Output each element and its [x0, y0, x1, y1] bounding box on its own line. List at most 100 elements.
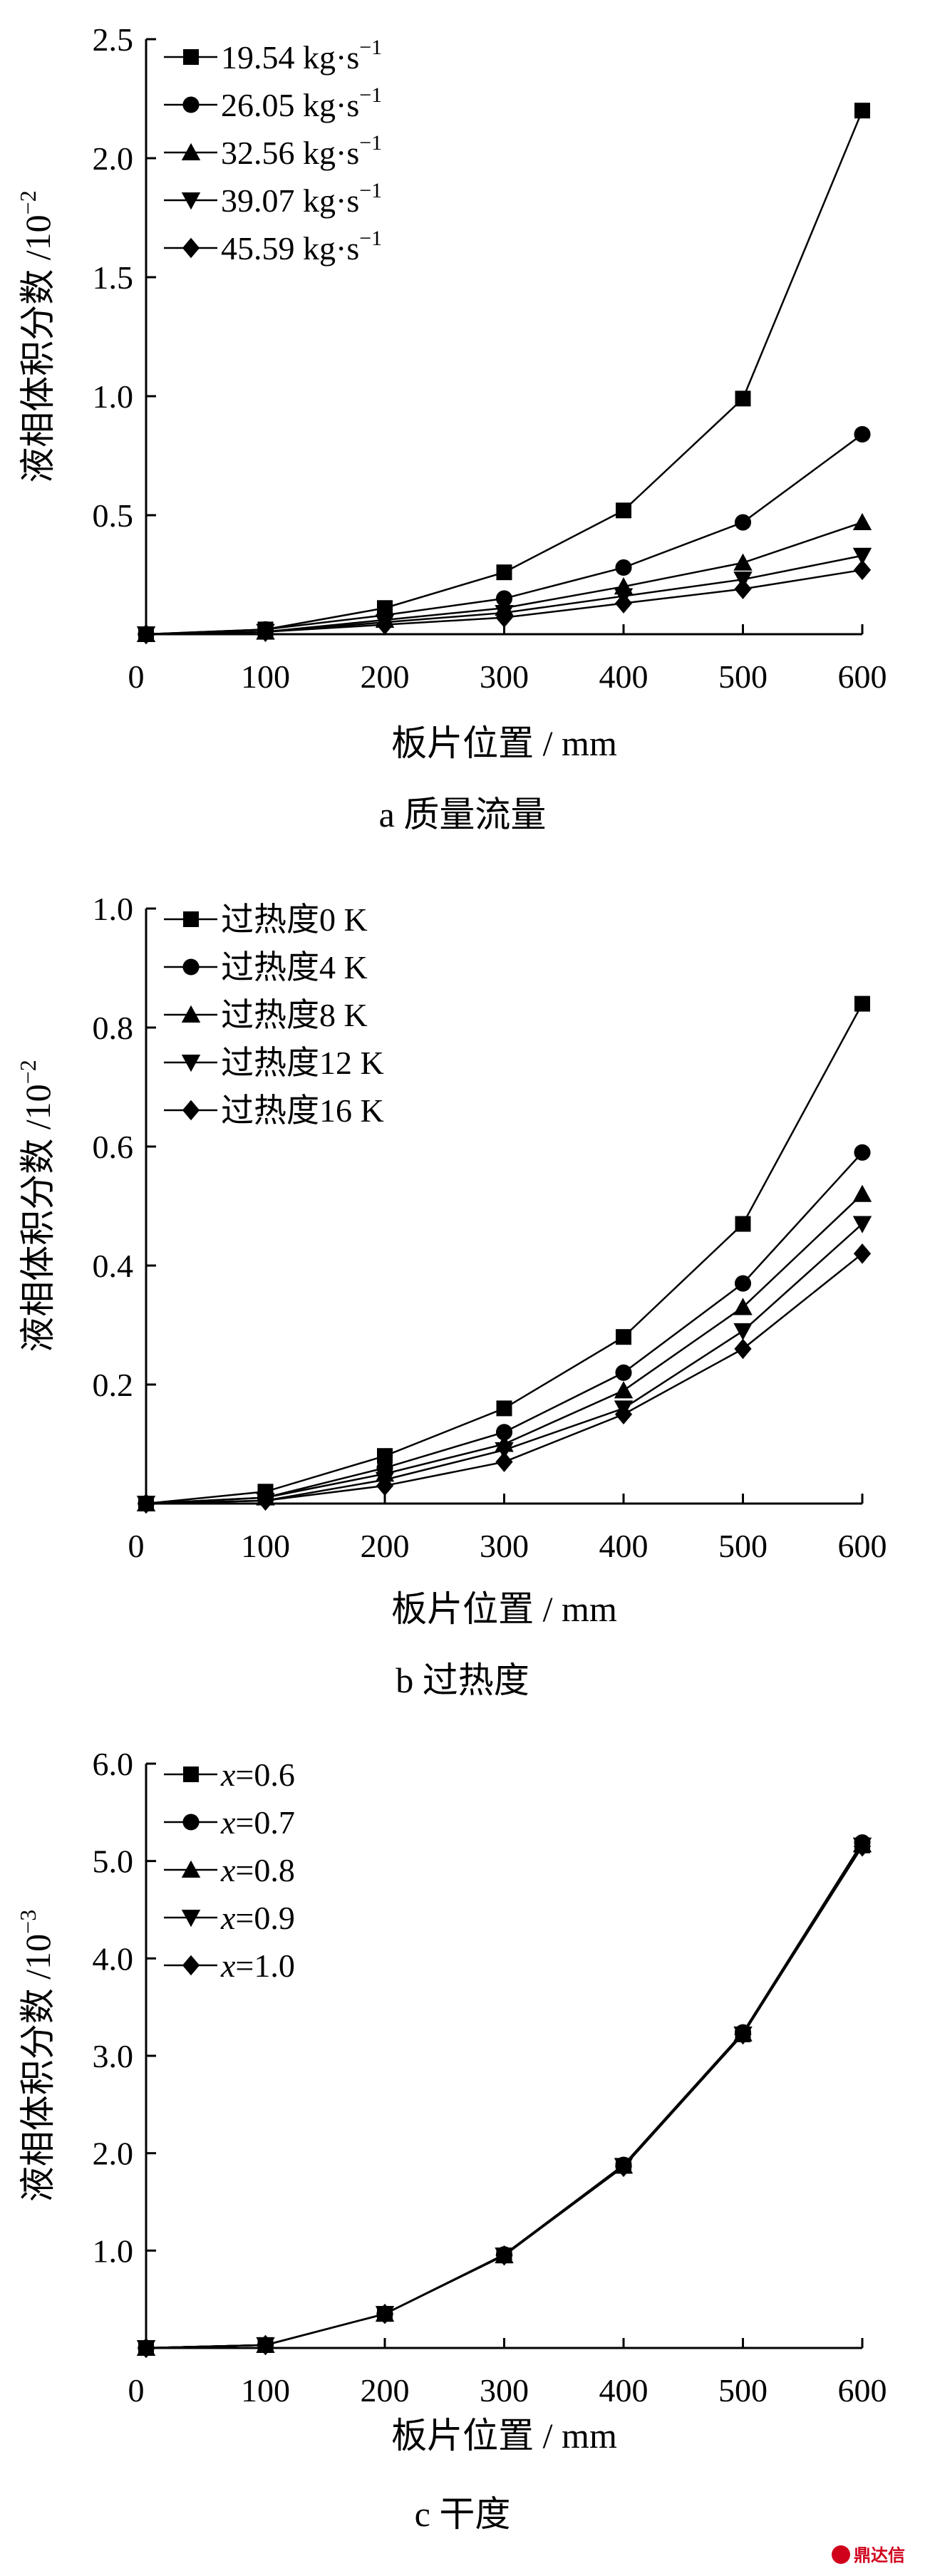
data-point: [614, 1381, 634, 1399]
series-diamond: [137, 1243, 872, 1514]
x-tick-label: 400: [599, 2372, 648, 2409]
data-point: [137, 1493, 155, 1514]
data-point: [495, 1452, 513, 1472]
x-tick-label: 600: [838, 658, 887, 695]
data-point: [735, 1216, 751, 1232]
x-tick-label: 400: [599, 1528, 648, 1564]
legend-item: 39.07 kg·s−1: [164, 179, 382, 219]
data-point: [496, 1400, 512, 1417]
legend-label: x=0.9: [220, 1900, 295, 1936]
chart-panel-3: 0 100 200 300 400 500 600 1.0 2.0 3.0 4.0 5.0 6.0 液相体…: [15, 1746, 887, 2534]
chart-caption: a 质量流量: [379, 795, 547, 834]
x-tick-label: 200: [361, 2372, 410, 2409]
x-tick-label: 100: [241, 1528, 290, 1564]
x-tick-label: 100: [241, 2372, 290, 2409]
watermark-text: 鼎达信: [854, 2545, 905, 2565]
data-point: [853, 1836, 872, 1857]
legend-marker: [183, 1767, 199, 1782]
data-point: [734, 2024, 752, 2045]
chart-panel-1: 0 100 200 300 400 500 600 0.5 1.0 1.5 2.0 2.5 液相体积分数…: [15, 21, 887, 834]
legend-marker: [182, 1814, 200, 1831]
x-tick-label: 500: [718, 1528, 768, 1564]
y-axis-label: 液相体积分数 /10−2: [15, 1060, 58, 1352]
x-tick-label: 0: [128, 658, 145, 695]
data-point: [376, 614, 394, 635]
data-point: [733, 1298, 753, 1315]
data-point: [854, 1144, 871, 1161]
legend-item: 26.05 kg·s−1: [164, 83, 382, 123]
legend-label: 过热度0 K: [221, 901, 368, 938]
legend-label: 32.56 kg·s−1: [221, 131, 382, 171]
data-point: [852, 1184, 872, 1202]
data-point: [852, 512, 872, 531]
y-tick-label: 6.0: [93, 1746, 134, 1782]
data-point: [853, 559, 872, 581]
y-tick-label: 5.0: [93, 1843, 134, 1880]
legend-label: x=0.6: [220, 1757, 295, 1793]
x-axis-label: 板片位置 / mm: [391, 723, 617, 763]
data-point: [614, 1404, 633, 1425]
legend-item: 过热度16 K: [164, 1092, 384, 1129]
legend-item: x=0.7: [164, 1804, 295, 1841]
data-point: [733, 1323, 753, 1341]
chart-panel-2: 0 100 200 300 400 500 600 0.2 0.4 0.6 0.8 1.0 液相体积分数…: [15, 891, 887, 1700]
legend-marker: [183, 911, 199, 927]
legend-marker: [182, 237, 200, 259]
legend-marker: [181, 143, 201, 160]
data-point: [377, 1448, 393, 1464]
legend-label: 19.54 kg·s−1: [221, 36, 382, 76]
legend-item: 19.54 kg·s−1: [164, 36, 382, 76]
x-tick-label: 300: [480, 658, 529, 695]
legend-label: x=0.7: [220, 1804, 295, 1841]
data-point: [257, 621, 274, 642]
legend-marker: [182, 1955, 200, 1976]
legend-marker: [181, 1005, 201, 1023]
x-axis-label: 板片位置 / mm: [391, 2416, 617, 2456]
x-tick-label: 200: [361, 1528, 410, 1564]
y-tick-label: 1.0: [93, 891, 134, 927]
y-axis-label: 液相体积分数 /10−2: [15, 190, 58, 482]
data-point: [495, 1424, 513, 1441]
legend-label: x=0.8: [220, 1852, 295, 1888]
data-point: [854, 425, 871, 443]
legend-item: 过热度12 K: [164, 1045, 384, 1081]
data-point: [615, 559, 632, 576]
data-point: [257, 1490, 274, 1511]
data-point: [734, 1275, 752, 1292]
data-point: [376, 1475, 394, 1496]
data-point: [496, 564, 512, 581]
y-axis-label: 液相体积分数 /10−3: [15, 1910, 58, 2202]
y-tick-label: 2.0: [93, 140, 134, 177]
y-tick-label: 1.5: [93, 259, 134, 296]
data-point: [735, 390, 751, 407]
legend-item: 过热度4 K: [164, 949, 368, 986]
series-diamond: [137, 1836, 872, 2359]
y-tick-label: 1.0: [93, 378, 134, 415]
legend-marker: [181, 1910, 201, 1928]
watermark-logo: 鼎达信: [832, 2545, 905, 2565]
y-tick-label: 2.5: [93, 21, 134, 58]
legend-label: 过热度4 K: [221, 949, 368, 986]
data-point: [614, 2156, 633, 2178]
legend-marker: [182, 96, 200, 113]
legend-item: x=1.0: [164, 1947, 295, 1984]
legend-label: 39.07 kg·s−1: [221, 179, 382, 219]
x-tick-label: 500: [718, 658, 768, 695]
y-tick-label: 2.0: [93, 2136, 134, 2172]
legend-marker: [183, 49, 199, 65]
legend-label: 过热度8 K: [221, 997, 368, 1033]
series-diamond: [137, 559, 872, 645]
legend-marker: [182, 1100, 200, 1121]
data-point: [495, 607, 513, 628]
legend-marker: [181, 192, 201, 210]
y-tick-label: 0.4: [93, 1248, 134, 1284]
data-point: [137, 2337, 155, 2359]
x-tick-label: 0: [128, 2372, 145, 2409]
y-tick-label: 0.6: [93, 1129, 134, 1165]
y-tick-label: 3.0: [93, 2038, 134, 2074]
data-point: [495, 1442, 514, 1460]
x-axis-label: 板片位置 / mm: [391, 1589, 617, 1629]
x-tick-label: 300: [480, 1528, 529, 1564]
x-tick-label: 300: [480, 2372, 529, 2409]
